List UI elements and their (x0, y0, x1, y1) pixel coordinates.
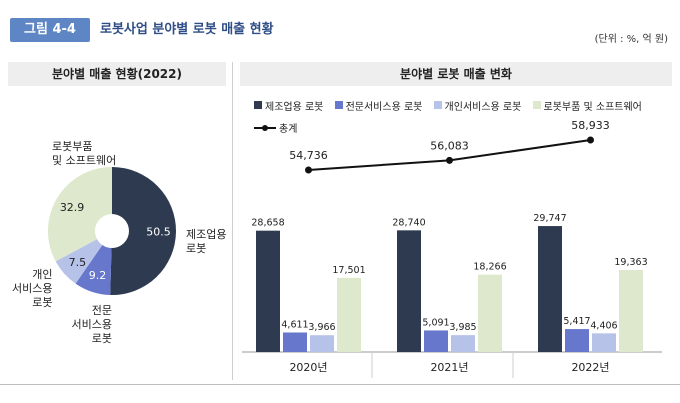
legend-label: 총계 (279, 124, 298, 135)
bar (451, 335, 475, 352)
total-value-label: 54,736 (289, 149, 328, 162)
bar-panel-title: 분야별 로봇 매출 변화 (240, 62, 672, 86)
pie-value-label: 50.5 (146, 226, 171, 239)
bar-value-label: 17,501 (332, 265, 365, 276)
bar-value-label: 3,985 (449, 322, 476, 333)
bar (337, 277, 361, 352)
x-tick-label: 2022년 (571, 361, 609, 374)
figure-number-badge: 그림 4-4 (10, 18, 90, 42)
legend-label: 개인서비스용 로봇 (444, 101, 522, 113)
bar (424, 330, 448, 352)
total-point (587, 136, 594, 144)
bar (592, 333, 616, 352)
legend-line-swatch (254, 124, 276, 131)
bar-value-label: 29,747 (533, 213, 566, 224)
pie-label-professional-service: 전문 서비스용 로봇 (70, 304, 112, 346)
pie-label-manufacturing: 제조업용 로봇 (186, 228, 226, 256)
legend-label: 로봇부품 및 소프트웨어 (543, 101, 642, 113)
bar-value-label: 28,740 (392, 217, 425, 228)
bottom-rule (0, 384, 680, 385)
pie-label-pro-line1: 전문 (91, 304, 112, 317)
pie-panel-title: 분야별 매출 현황(2022) (8, 62, 226, 86)
pie-value-label: 7.5 (69, 256, 87, 269)
pie-label-parts-line1: 로봇부품 (52, 140, 93, 153)
bar (256, 230, 280, 352)
pie-label-manufacturing-line1: 제조업용 (186, 228, 227, 241)
legend-swatch (433, 101, 442, 109)
bar-value-label: 5,091 (422, 317, 449, 328)
pie-slice (110, 167, 177, 295)
pie-label-personal-line1: 개인 (32, 268, 53, 281)
legend-item-total: 총계 (254, 120, 297, 135)
legend-item-manufacturing: 제조업용 로봇 (254, 98, 324, 113)
pie-label-parts-software: 로봇부품 및 소프트웨어 (52, 140, 116, 168)
pie-label-personal-line3: 로봇 (32, 296, 53, 309)
bar (478, 274, 502, 352)
total-value-label: 58,933 (571, 119, 610, 132)
bar (310, 335, 334, 352)
unit-label: (단위 : %, 억 원) (594, 34, 668, 45)
pie-slice (55, 239, 103, 284)
legend-swatch (254, 101, 262, 109)
bar-value-label: 19,363 (614, 257, 647, 268)
legend-swatch (532, 101, 541, 109)
legend-swatch (334, 101, 343, 109)
bar (283, 332, 307, 352)
x-tick-label: 2020년 (289, 361, 327, 374)
bar (565, 329, 589, 352)
pie-value-label: 9.2 (89, 269, 107, 282)
bar-value-label: 28,658 (251, 218, 284, 229)
bar-value-label: 18,266 (473, 262, 506, 273)
bar (619, 270, 643, 352)
bar (397, 230, 421, 352)
total-value-label: 56,083 (430, 139, 469, 152)
bar-value-label: 3,966 (308, 322, 335, 333)
bar (538, 226, 562, 352)
bar-value-label: 5,417 (563, 316, 590, 327)
legend-item-parts: 로봇부품 및 소프트웨어 (532, 98, 642, 113)
pie-label-personal-line2: 서비스용 (12, 282, 53, 295)
pie-label-personal-service: 개인 서비스용 로봇 (12, 268, 52, 310)
pie-label-pro-line2: 서비스용 (71, 318, 112, 331)
pie-label-parts-line2: 및 소프트웨어 (52, 154, 117, 167)
legend-item-professional: 전문서비스용 로봇 (334, 98, 423, 113)
legend-label: 전문서비스용 로봇 (345, 101, 423, 113)
legend-label: 제조업용 로봇 (265, 101, 324, 113)
total-point (305, 166, 312, 174)
total-point (446, 156, 453, 164)
panel-divider (232, 62, 233, 380)
bar-legend: 제조업용 로봇 전문서비스용 로봇 개인서비스용 로봇 로봇부품 및 소프트웨어 (254, 98, 674, 113)
pie-slice (75, 244, 112, 295)
figure-header: 그림 4-4 로봇사업 분야별 로봇 매출 현황 (단위 : %, 억 원) (0, 0, 680, 50)
bar-value-label: 4,611 (281, 319, 308, 330)
pie-value-label: 32.9 (60, 201, 85, 214)
figure-title: 로봇사업 분야별 로봇 매출 현황 (100, 22, 274, 37)
bar-value-label: 4,406 (590, 320, 617, 331)
x-tick-label: 2021년 (430, 361, 468, 374)
legend-item-personal: 개인서비스용 로봇 (433, 98, 522, 113)
pie-label-pro-line3: 로봇 (91, 332, 112, 345)
pie-slice (48, 167, 112, 262)
pie-label-manufacturing-line2: 로봇 (186, 242, 207, 255)
